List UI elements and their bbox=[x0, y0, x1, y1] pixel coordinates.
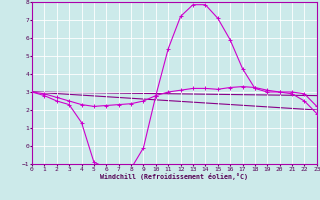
X-axis label: Windchill (Refroidissement éolien,°C): Windchill (Refroidissement éolien,°C) bbox=[100, 173, 248, 180]
